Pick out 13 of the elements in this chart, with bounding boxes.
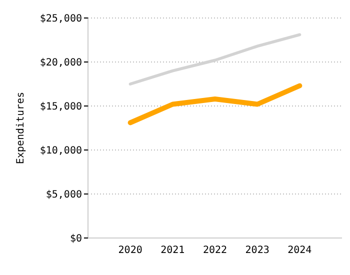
y-tick-label: $20,000 [40, 58, 82, 69]
x-tick-label: 2022 [202, 245, 228, 256]
x-tick-label: 2020 [118, 245, 142, 256]
y-axis-title: Expenditures [16, 92, 27, 164]
x-tick-label: 2023 [245, 245, 270, 256]
y-tick-label: $15,000 [40, 102, 82, 113]
y-tick-label: $25,000 [40, 14, 82, 25]
y-tick-label: $10,000 [40, 146, 82, 157]
line-series [128, 33, 302, 86]
y-tick-label: $0 [70, 234, 82, 245]
y-tick-label: $5,000 [46, 190, 82, 201]
x-tick-label: 2024 [288, 245, 312, 256]
x-tick-label: 2021 [160, 245, 185, 256]
